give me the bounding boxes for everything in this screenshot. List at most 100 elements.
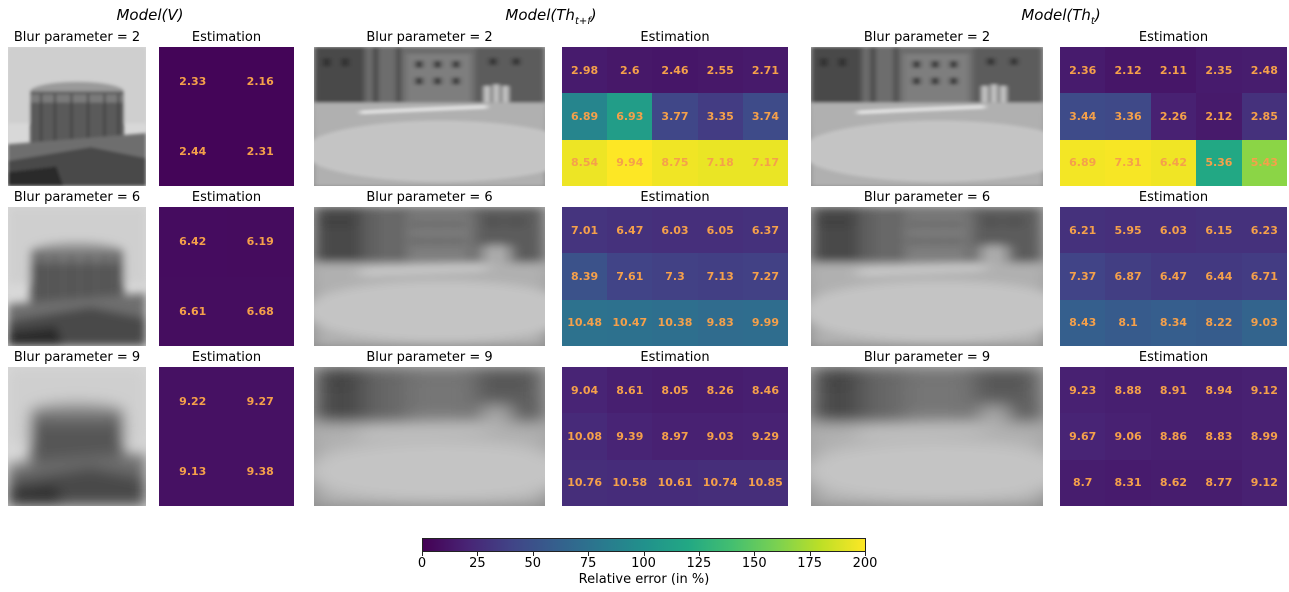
estimation-heatmap: 2.98 2.6 2.46 2.55 2.71 6.89 6.93 3.77 3.35 3.74 8… xyxy=(562,47,788,186)
heatmap-cell: 7.13 xyxy=(697,253,743,300)
heatmap-cell: 6.68 xyxy=(226,276,294,346)
heatmap-cell: 9.94 xyxy=(607,139,653,186)
heatmap-cell: 8.22 xyxy=(1196,299,1242,346)
colorbar-tick-label: 125 xyxy=(686,556,712,571)
heatmap-cell: 9.99 xyxy=(742,299,788,346)
heatmap-cell: 7.61 xyxy=(607,253,653,300)
heatmap-cell: 2.12 xyxy=(1105,47,1151,94)
blur-label: Blur parameter = 2 xyxy=(366,30,493,45)
heatmap-cell: 8.99 xyxy=(1241,413,1287,460)
colorbar-tick-mark xyxy=(643,552,645,556)
colorbar-tick-label: 175 xyxy=(797,556,823,571)
estimation-heatmap: 2.36 2.12 2.11 2.35 2.48 3.44 3.36 2.26 2.12 2.85… xyxy=(1060,47,1287,186)
heatmap-cell: 2.26 xyxy=(1150,93,1197,140)
heatmap-cell: 9.03 xyxy=(697,413,743,460)
estimation-label: Estimation xyxy=(1138,30,1209,45)
heatmap-cell: 2.71 xyxy=(742,47,788,94)
estimation-heatmap: 9.22 9.27 9.13 9.38 xyxy=(159,367,294,506)
heatmap-cell: 3.44 xyxy=(1060,93,1106,140)
colorbar-tick-label: 150 xyxy=(741,556,767,571)
heatmap-cell: 7.27 xyxy=(742,253,788,300)
heatmap-cell: 7.18 xyxy=(697,139,743,186)
estimation-heatmap: 9.23 8.88 8.91 8.94 9.12 9.67 9.06 8.86 8.83 8.99… xyxy=(1060,367,1287,506)
heatmap-cell: 7.17 xyxy=(742,139,788,186)
model-title-name: Model(Th xyxy=(505,6,575,24)
model-title: Model(Tht+f) xyxy=(505,6,597,27)
estimation-label: Estimation xyxy=(640,350,710,365)
heatmap-cell: 8.86 xyxy=(1150,413,1197,460)
heatmap-cell: 2.36 xyxy=(1060,47,1106,94)
heatmap-cell: 9.13 xyxy=(159,436,227,506)
heatmap-cell: 10.47 xyxy=(607,299,653,346)
heatmap-cell: 9.29 xyxy=(742,413,788,460)
colorbar-tick-label: 200 xyxy=(852,556,878,571)
colorbar-tick-label: 0 xyxy=(417,556,427,571)
heatmap-cell: 8.54 xyxy=(562,139,608,186)
colorbar-tick-label: 100 xyxy=(631,556,656,571)
heatmap-cell: 5.36 xyxy=(1196,139,1242,186)
model-title-name: Model(V xyxy=(116,6,178,24)
heatmap-cell: 8.05 xyxy=(652,367,698,414)
heatmap-cell: 10.61 xyxy=(652,459,698,506)
heatmap-cell: 8.34 xyxy=(1150,299,1197,346)
heatmap-cell: 6.89 xyxy=(562,93,608,140)
colorbar-tick-mark xyxy=(477,552,479,556)
heatmap-cell: 9.38 xyxy=(226,436,294,506)
heatmap-cell: 8.1 xyxy=(1105,299,1151,346)
blurred-input-image xyxy=(811,367,1043,506)
estimation-label: Estimation xyxy=(1138,350,1209,365)
heatmap-cell: 6.44 xyxy=(1196,253,1242,300)
heatmap-cell: 8.46 xyxy=(742,367,788,414)
heatmap-cell: 9.06 xyxy=(1105,413,1151,460)
blur-label: Blur parameter = 9 xyxy=(863,350,991,365)
heatmap-cell: 7.01 xyxy=(562,207,608,254)
heatmap-cell: 2.12 xyxy=(1196,93,1242,140)
estimation-label: Estimation xyxy=(191,30,262,45)
colorbar-tick-mark xyxy=(865,552,866,556)
heatmap-cell: 2.16 xyxy=(226,47,294,117)
heatmap-cell: 8.75 xyxy=(652,139,698,186)
colorbar-tick-mark xyxy=(698,552,700,556)
estimation-heatmap: 9.04 8.61 8.05 8.26 8.46 10.08 9.39 8.97 9.03 9.2… xyxy=(562,367,788,506)
heatmap-cell: 8.83 xyxy=(1196,413,1242,460)
heatmap-cell: 8.61 xyxy=(607,367,653,414)
blur-label: Blur parameter = 6 xyxy=(13,190,141,205)
model-title-subscript: t+f xyxy=(574,16,591,27)
estimation-label: Estimation xyxy=(1138,190,1209,205)
heatmap-cell: 6.21 xyxy=(1060,207,1106,254)
heatmap-cell: 8.94 xyxy=(1196,367,1242,414)
heatmap-cell: 6.03 xyxy=(1150,207,1197,254)
heatmap-cell: 10.58 xyxy=(607,459,653,506)
heatmap-cell: 7.3 xyxy=(652,253,698,300)
colorbar-tick-label: 50 xyxy=(524,556,542,571)
heatmap-cell: 8.31 xyxy=(1105,459,1151,506)
heatmap-cell: 9.23 xyxy=(1060,367,1106,414)
colorbar-tick-label: 75 xyxy=(579,556,597,571)
blurred-input-image xyxy=(8,47,146,186)
blur-label: Blur parameter = 6 xyxy=(863,190,991,205)
colorbar-tick-mark xyxy=(422,552,423,556)
heatmap-cell: 10.85 xyxy=(742,459,788,506)
colorbar-tick-mark xyxy=(754,552,756,556)
blurred-input-image xyxy=(811,47,1043,186)
heatmap-cell: 8.62 xyxy=(1150,459,1197,506)
heatmap-cell: 8.43 xyxy=(1060,299,1106,346)
heatmap-cell: 6.87 xyxy=(1105,253,1151,300)
heatmap-cell: 9.04 xyxy=(562,367,608,414)
estimation-label: Estimation xyxy=(640,30,710,45)
heatmap-cell: 6.47 xyxy=(1150,253,1197,300)
blurred-input-image xyxy=(314,207,545,346)
heatmap-cell: 5.43 xyxy=(1241,139,1287,186)
heatmap-cell: 6.89 xyxy=(1060,139,1106,186)
heatmap-cell: 2.85 xyxy=(1241,93,1287,140)
heatmap-cell: 2.35 xyxy=(1196,47,1242,94)
heatmap-cell: 9.22 xyxy=(159,367,227,437)
blur-label: Blur parameter = 2 xyxy=(13,30,141,45)
heatmap-cell: 8.97 xyxy=(652,413,698,460)
blurred-input-image xyxy=(8,207,146,346)
heatmap-cell: 6.37 xyxy=(742,207,788,254)
heatmap-cell: 6.19 xyxy=(226,207,294,277)
blurred-input-image xyxy=(314,367,545,506)
heatmap-cell: 8.26 xyxy=(697,367,743,414)
heatmap-cell: 9.83 xyxy=(697,299,743,346)
